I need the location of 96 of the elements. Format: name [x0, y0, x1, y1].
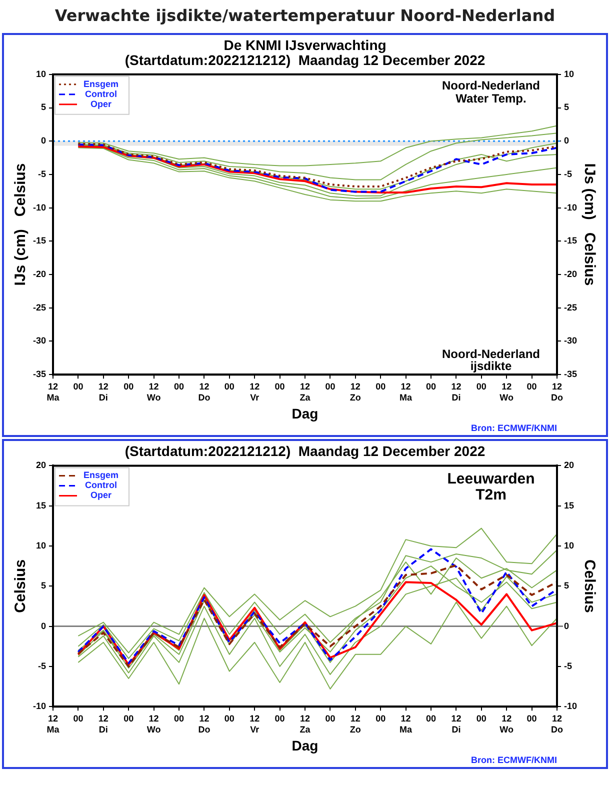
- y-axis-title: Celsius: [12, 559, 30, 613]
- y2-tick-label: 0: [564, 620, 570, 631]
- y-tick-label: -5: [38, 660, 46, 671]
- chart-title: Verwachte ijsdikte/watertemperatuur Noord-Nederland: [54, 5, 556, 27]
- x-tick-label: 12 Wo: [146, 713, 162, 734]
- x-tick-label: 00: [426, 713, 436, 724]
- y-axis-title: IJs (cm) Celsius: [12, 163, 30, 286]
- x-axis-title: Dag: [292, 737, 318, 754]
- legend-label: Oper: [90, 98, 112, 109]
- x-tick-label: 00: [325, 713, 336, 724]
- x-tick-label: 12 Zo: [350, 381, 362, 402]
- x-tick-label: 12 Do: [550, 381, 564, 402]
- x-tick-label: 12 Do: [198, 713, 211, 734]
- y2-tick-label: 5: [564, 102, 570, 112]
- y-tick-label: 10: [36, 68, 46, 79]
- x-tick-label: 12 Do: [550, 713, 564, 734]
- legend-label: Oper: [90, 490, 112, 500]
- x-tick-label: 00: [476, 381, 486, 392]
- x-tick-label: 00: [174, 381, 184, 392]
- y-tick-label: -30: [32, 336, 46, 346]
- x-tick-label: 00: [73, 713, 84, 724]
- x-tick-label: 12 Wo: [146, 381, 162, 402]
- y-tick-label: -5: [38, 168, 46, 179]
- chart-subtitle: De KNMI IJsverwachting (Startdatum:2022121212) Maandag 12 December 2022: [124, 37, 486, 68]
- x-tick-label: 00: [526, 713, 537, 724]
- x-tick-label: 12 Wo: [500, 381, 514, 402]
- y2-axis-title: IJs (cm) Celsius: [580, 163, 598, 286]
- x-tick-label: 12 Di: [451, 713, 462, 734]
- y2-tick-label: 0: [564, 136, 570, 146]
- x-tick-label: 00: [124, 381, 134, 392]
- legend-label: Control: [85, 480, 118, 490]
- y2-tick-label: -10: [564, 701, 578, 712]
- x-tick-label: 12 Vr: [250, 713, 260, 734]
- x-tick-label: 00: [73, 381, 84, 392]
- x-tick-label: 12 Di: [451, 381, 462, 402]
- text: Bron: ECMWF/KNMI: [471, 754, 557, 765]
- x-tick-label: 00: [174, 713, 184, 724]
- y-tick-label: 20: [36, 460, 46, 470]
- y-tick-label: 15: [36, 500, 46, 510]
- x-tick-label: 00: [476, 713, 486, 724]
- chart-title: (Startdatum:2022121212) Maandag 12 December 2022: [124, 443, 486, 460]
- y2-tick-label: 20: [564, 460, 574, 470]
- y2-tick-label: -15: [564, 236, 578, 246]
- y2-tick-label: 5: [564, 580, 570, 591]
- y-tick-label: -10: [32, 202, 46, 212]
- legend-label: Ensgem: [84, 78, 119, 89]
- y-tick-label: -15: [32, 236, 46, 246]
- y2-tick-label: -5: [564, 168, 572, 179]
- y-tick-label: 5: [40, 580, 46, 591]
- annotation: Noord-Nederland Water Temp.: [442, 78, 540, 106]
- y-tick-label: 0: [40, 620, 46, 631]
- y-tick-label: -35: [32, 369, 46, 380]
- y2-tick-label: 15: [564, 500, 574, 510]
- y2-tick-label: -5: [564, 660, 572, 671]
- y-tick-label: 10: [36, 540, 46, 550]
- x-tick-label: 00: [224, 381, 234, 392]
- y-tick-label: -25: [32, 302, 46, 312]
- text: Bron: ECMWF/KNMI: [471, 422, 557, 433]
- x-tick-label: 12 Wo: [500, 713, 514, 734]
- x-tick-label: 12 Vr: [250, 381, 260, 402]
- y-tick-label: -20: [32, 269, 46, 280]
- y2-tick-label: 10: [564, 540, 574, 550]
- y-tick-label: -10: [32, 701, 46, 712]
- y-tick-label: 5: [40, 102, 46, 112]
- x-axis-title: Dag: [292, 405, 318, 422]
- x-tick-label: 00: [224, 713, 234, 724]
- x-tick-label: 00: [274, 381, 285, 392]
- x-tick-label: 12 Za: [300, 381, 312, 402]
- y2-tick-label: -30: [564, 336, 578, 346]
- x-tick-label: 12 Ma: [400, 381, 414, 402]
- x-tick-label: 12 Ma: [46, 381, 60, 402]
- x-tick-label: 12 Di: [98, 381, 108, 402]
- x-tick-label: 12 Zo: [350, 713, 362, 734]
- annotation: Noord-Nederland ijsdikte: [442, 346, 540, 373]
- y2-tick-label: -35: [564, 369, 578, 380]
- x-tick-label: 00: [526, 381, 537, 392]
- x-tick-label: 12 Za: [300, 713, 312, 734]
- x-tick-label: 00: [325, 381, 336, 392]
- x-tick-label: 00: [376, 713, 386, 724]
- x-tick-label: 00: [124, 713, 134, 724]
- y2-tick-label: -10: [564, 202, 578, 212]
- x-tick-label: 00: [376, 381, 386, 392]
- x-tick-label: 12 Ma: [46, 713, 60, 734]
- y-tick-label: 0: [40, 136, 46, 146]
- x-tick-label: 12 Ma: [400, 713, 414, 734]
- y2-tick-label: -20: [564, 269, 578, 280]
- x-tick-label: 12 Do: [198, 381, 211, 402]
- y2-tick-label: -25: [564, 302, 578, 312]
- x-tick-label: 00: [274, 713, 285, 724]
- x-tick-label: 12 Di: [98, 713, 108, 734]
- x-tick-label: 00: [426, 381, 436, 392]
- y2-tick-label: 10: [564, 68, 574, 79]
- annotation: Leeuwarden T2m: [447, 470, 535, 504]
- legend-label: Ensgem: [84, 470, 119, 480]
- legend-label: Control: [85, 88, 118, 99]
- y2-axis-title: Celsius: [580, 559, 598, 613]
